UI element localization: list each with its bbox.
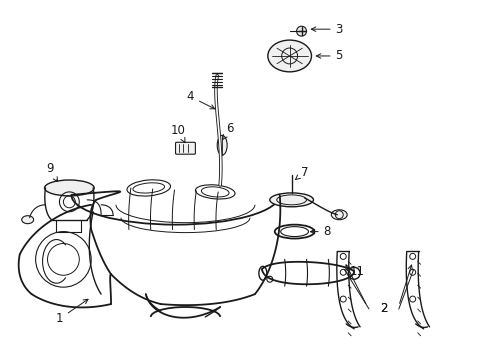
FancyBboxPatch shape xyxy=(175,142,195,154)
Text: 8: 8 xyxy=(310,225,330,238)
Text: 6: 6 xyxy=(222,122,233,140)
Text: 9: 9 xyxy=(46,162,58,182)
Text: 3: 3 xyxy=(311,23,342,36)
Ellipse shape xyxy=(331,210,346,220)
Text: 1: 1 xyxy=(56,299,88,325)
Text: 7: 7 xyxy=(295,166,307,180)
Text: 10: 10 xyxy=(171,124,185,143)
Text: 4: 4 xyxy=(186,90,214,109)
Text: 11: 11 xyxy=(346,265,364,278)
Ellipse shape xyxy=(267,40,311,72)
Ellipse shape xyxy=(21,216,34,224)
Circle shape xyxy=(296,26,306,36)
Text: 2: 2 xyxy=(379,302,387,315)
Text: 2: 2 xyxy=(379,302,387,315)
Text: 5: 5 xyxy=(316,49,342,63)
Ellipse shape xyxy=(217,135,226,155)
Ellipse shape xyxy=(269,193,313,207)
Ellipse shape xyxy=(44,180,94,196)
